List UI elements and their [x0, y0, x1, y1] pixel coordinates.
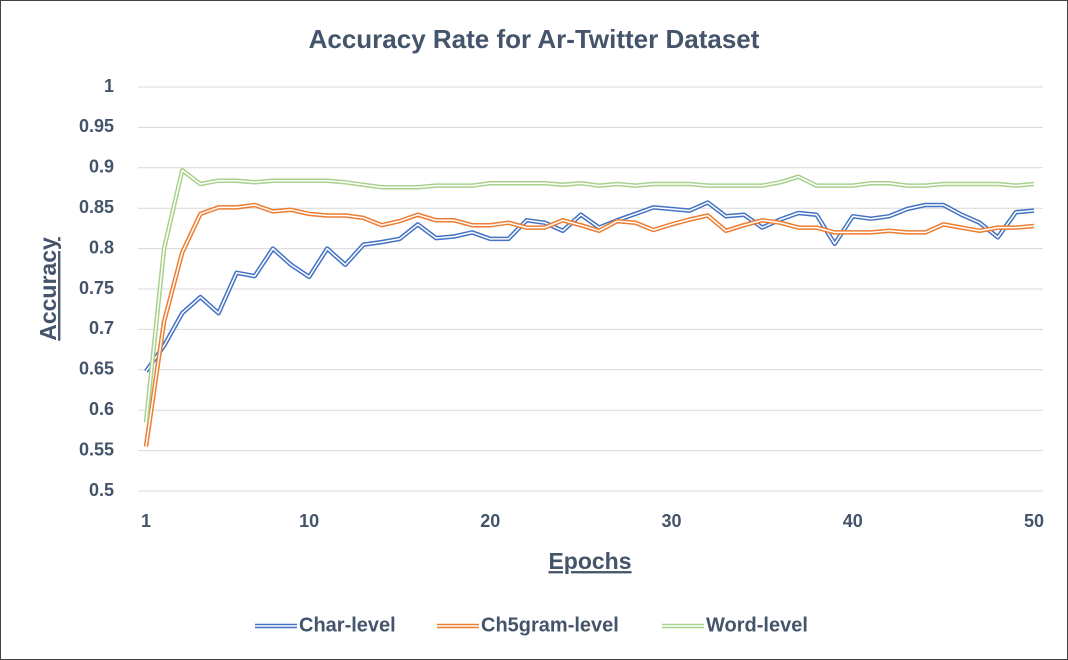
legend-label: Ch5gram-level	[481, 614, 619, 636]
x-tick-label: 10	[299, 511, 319, 531]
y-tick-label: 0.5	[89, 480, 114, 500]
legend-label: Char-level	[299, 614, 396, 636]
x-tick-label: 20	[480, 511, 500, 531]
chart-title: Accuracy Rate for Ar-Twitter Dataset	[309, 24, 760, 54]
y-tick-label: 0.9	[89, 157, 114, 177]
y-axis-label: Accuracy	[35, 237, 61, 341]
y-tick-label: 0.65	[79, 359, 114, 379]
y-tick-label: 0.7	[89, 318, 114, 338]
x-tick-label: 40	[843, 511, 863, 531]
x-axis-label: Epochs	[548, 548, 631, 574]
y-tick-label: 0.55	[79, 439, 114, 459]
x-tick-label: 1	[141, 511, 151, 531]
x-tick-label: 50	[1024, 511, 1044, 531]
x-tick-label: 30	[662, 511, 682, 531]
y-tick-label: 0.95	[79, 116, 114, 136]
series-line-inner	[145, 169, 1035, 423]
y-tick-label: 0.75	[79, 278, 114, 298]
legend-label: Word-level	[706, 614, 808, 636]
y-tick-label: 0.6	[89, 399, 114, 419]
y-tick-label: 1	[104, 76, 114, 96]
y-tick-label: 0.8	[89, 237, 114, 257]
y-tick-label: 0.85	[79, 197, 114, 217]
series-line-inner	[145, 201, 1035, 372]
series-line-inner	[145, 204, 1035, 447]
